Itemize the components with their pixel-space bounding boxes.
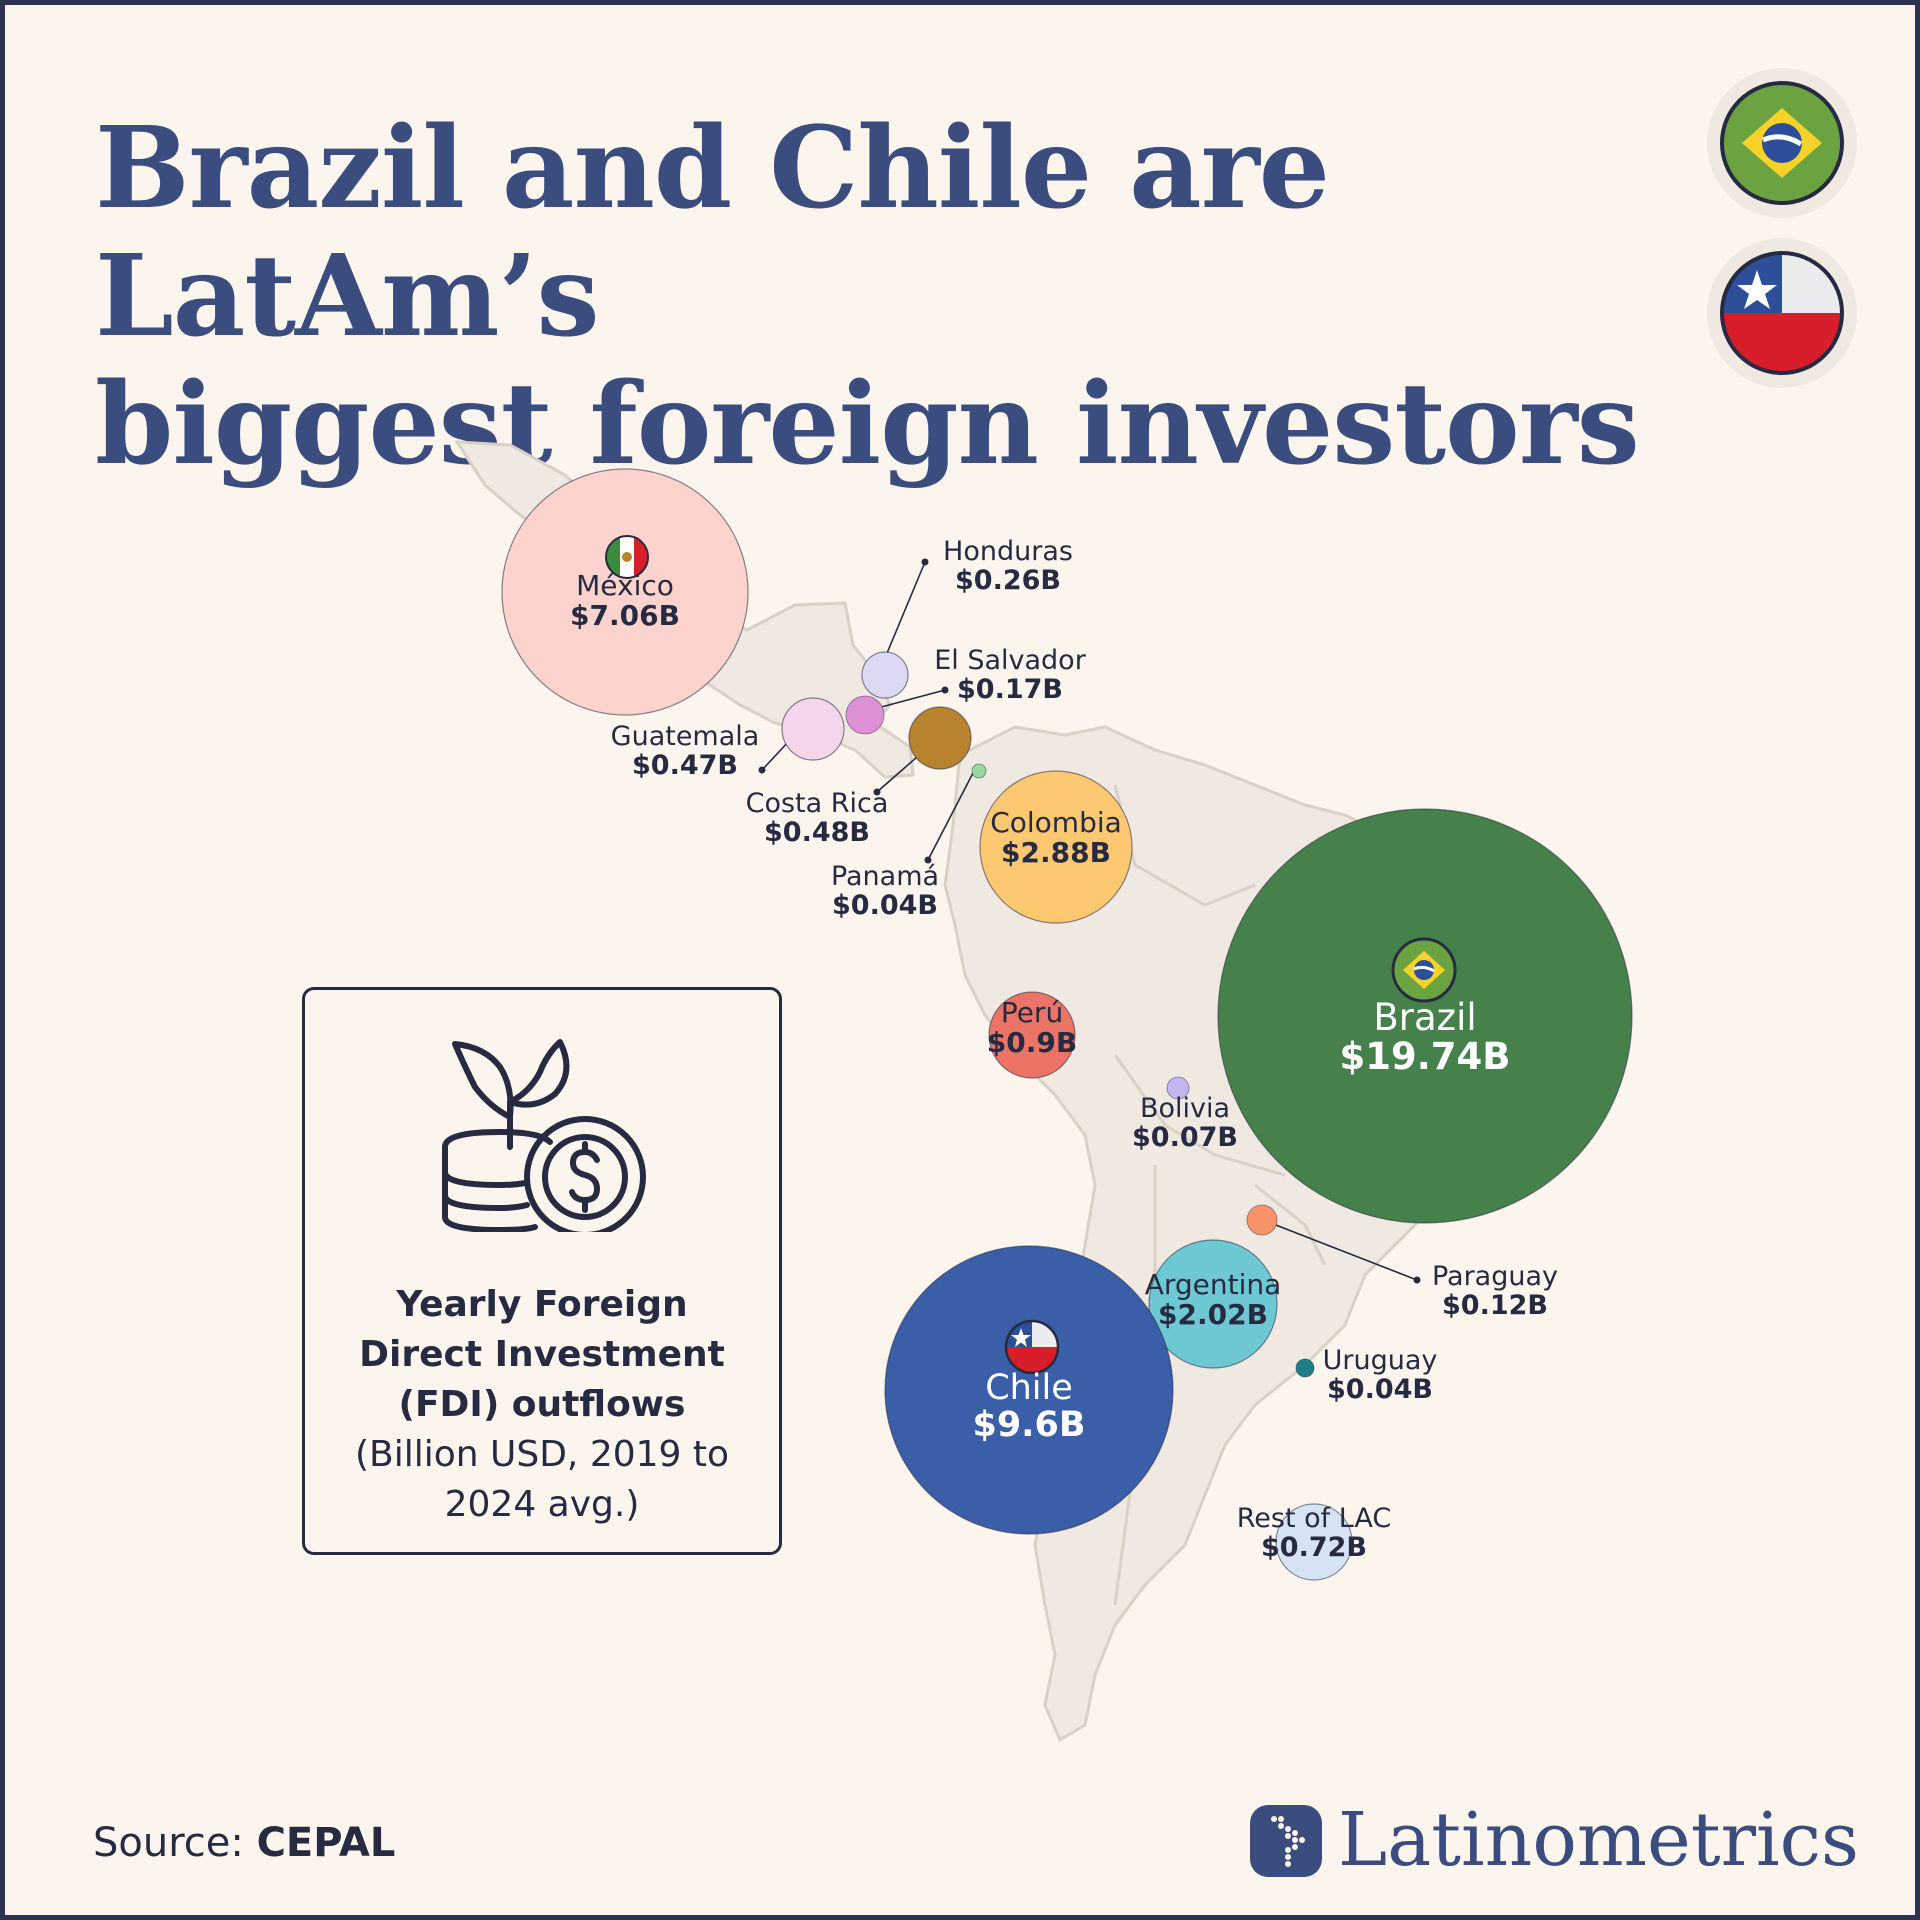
paraguay-bubble (1246, 1204, 1278, 1236)
source-note: Source: CEPAL (93, 1820, 395, 1866)
brazil-flag-badge (1707, 68, 1857, 218)
mexico-country-label: México (576, 569, 674, 602)
money-plant-icon (442, 1039, 646, 1232)
infographic-page: Brazil and Chile are LatAm’s biggest for… (5, 5, 1915, 1915)
mexico-bubble (501, 468, 749, 716)
argentina-bubble (1148, 1239, 1278, 1369)
chile-country-label: Chile (985, 1368, 1073, 1408)
guatemala-country-label: Guatemala (611, 721, 760, 752)
panama-bubble (971, 763, 987, 779)
bolivia-country-label: Bolivia (1140, 1093, 1230, 1124)
brand-logo: Latinometrics (1250, 1795, 1859, 1885)
brand-name: Latinometrics (1338, 1797, 1860, 1883)
honduras-country-label: Honduras (943, 536, 1073, 567)
honduras-bubble (861, 651, 909, 699)
source-name: CEPAL (256, 1820, 396, 1866)
country-border (1254, 1183, 1327, 1266)
guatemala-value-label: $0.47B (632, 750, 738, 781)
costa-rica-leader-dot (873, 788, 881, 796)
bubble-layer (501, 468, 1633, 1581)
mexico-flag-icon (605, 535, 649, 579)
chile-value-label: $9.6B (972, 1405, 1085, 1445)
uruguay-bubble (1295, 1358, 1315, 1378)
el-salvador-leader-dot (941, 686, 949, 694)
country-border (1113, 1054, 1286, 1177)
paraguay-leader-line (1262, 1219, 1418, 1281)
paraguay-value-label: $0.12B (1442, 1290, 1548, 1321)
legend-subtitle: (Billion USD, 2019 to 2024 avg.) (354, 1434, 730, 1525)
legend-title: Yearly Foreign Direct Investment (FDI) o… (359, 1284, 725, 1425)
argentina-value-label: $2.02B (1158, 1298, 1268, 1331)
guatemala-leader-dot (758, 766, 766, 774)
peru-value-label: $0.9B (987, 1026, 1077, 1059)
brazil-value-label: $19.74B (1340, 1035, 1511, 1078)
rest-of-lac-value-label: $0.72B (1261, 1532, 1367, 1563)
mexico-value-label: $7.06B (570, 599, 680, 632)
uruguay-country-label: Uruguay (1323, 1345, 1438, 1376)
costa-rica-bubble (908, 706, 972, 770)
panama-value-label: $0.04B (832, 890, 938, 921)
title-line-1: Brazil and Chile are LatAm’s (95, 103, 1330, 362)
brazil-flag-icon (1391, 937, 1457, 1003)
chile-flag-badge (1707, 238, 1857, 388)
panama-leader-line (927, 772, 974, 861)
chile-bubble (884, 1245, 1174, 1535)
honduras-leader-dot (921, 558, 929, 566)
colombia-bubble (979, 770, 1133, 924)
page-title: Brazil and Chile are LatAm’s biggest for… (95, 105, 1655, 489)
honduras-value-label: $0.26B (955, 565, 1061, 596)
chile-flag-icon (1004, 1319, 1060, 1375)
source-label: Source: (93, 1820, 244, 1866)
paraguay-country-label: Paraguay (1432, 1261, 1558, 1292)
panama-country-label: Panamá (831, 861, 939, 892)
colombia-country-label: Colombia (990, 806, 1122, 839)
panama-leader-dot (924, 856, 932, 864)
colombia-value-label: $2.88B (1001, 836, 1111, 869)
bolivia-bubble (1166, 1076, 1190, 1100)
honduras-leader-line (884, 561, 926, 659)
legend-box: Yearly Foreign Direct Investment (FDI) o… (302, 987, 782, 1555)
uruguay-value-label: $0.04B (1327, 1374, 1433, 1405)
leader-dots (758, 558, 1421, 1284)
guatemala-bubble (781, 697, 845, 761)
costa-rica-value-label: $0.48B (764, 817, 870, 848)
argentina-country-label: Argentina (1145, 1268, 1282, 1301)
costa-rica-country-label: Costa Rica (746, 788, 889, 819)
el-salvador-bubble (845, 695, 885, 735)
bolivia-value-label: $0.07B (1132, 1122, 1238, 1153)
brazil-country-label: Brazil (1373, 996, 1476, 1039)
rest-of-lac-country-label: Rest of LAC (1237, 1503, 1392, 1534)
guatemala-leader-line (761, 739, 791, 771)
peru-bubble (988, 991, 1076, 1079)
title-line-2: biggest foreign investors (95, 359, 1640, 490)
brazil-flag-icon (1720, 81, 1844, 205)
paraguay-leader-dot (1413, 1276, 1421, 1284)
latinometrics-logo-icon (1250, 1805, 1322, 1877)
peru-country-label: Perú (1001, 996, 1063, 1029)
rest-of-lac-bubble (1275, 1503, 1353, 1581)
chile-flag-icon (1720, 251, 1844, 375)
brazil-bubble (1217, 808, 1633, 1224)
el-salvador-value-label: $0.17B (957, 674, 1063, 705)
el-salvador-country-label: El Salvador (934, 645, 1087, 676)
